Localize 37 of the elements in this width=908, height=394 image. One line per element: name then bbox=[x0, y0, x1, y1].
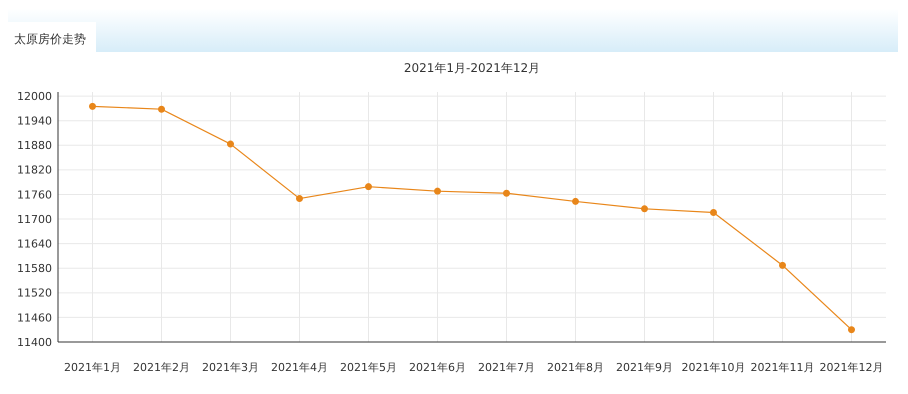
y-tick-label: 11940 bbox=[17, 114, 52, 128]
point bbox=[365, 183, 372, 190]
point bbox=[503, 190, 510, 197]
y-tick-label: 11520 bbox=[17, 286, 52, 300]
x-tick-label: 2021年3月 bbox=[202, 361, 259, 374]
x-tick-label: 2021年7月 bbox=[478, 361, 535, 374]
x-tick-label: 2021年2月 bbox=[133, 361, 190, 374]
x-tick-label: 2021年1月 bbox=[64, 361, 121, 374]
y-tick-label: 11460 bbox=[17, 311, 52, 324]
point bbox=[296, 195, 303, 202]
y-tick-label: 11700 bbox=[17, 212, 52, 226]
y-tick-label: 11580 bbox=[17, 262, 52, 276]
y-tick-label: 11640 bbox=[17, 237, 52, 250]
point bbox=[779, 262, 786, 269]
point bbox=[227, 140, 234, 148]
x-tick-label: 2021年9月 bbox=[616, 361, 673, 374]
chart-subtitle: 2021年1月-2021年12月 bbox=[404, 61, 540, 75]
y-tick-label: 11880 bbox=[17, 139, 52, 152]
chart-title: 太原房价走势 bbox=[14, 32, 86, 46]
y-tick-label: 12000 bbox=[17, 90, 52, 103]
point bbox=[89, 102, 96, 110]
x-tick-label: 2021年6月 bbox=[409, 361, 466, 374]
y-tick-label: 11820 bbox=[17, 164, 52, 177]
y-tick-label: 11400 bbox=[17, 336, 52, 349]
point bbox=[710, 208, 717, 216]
y-tick-label: 11760 bbox=[17, 188, 52, 202]
point bbox=[641, 205, 648, 212]
point bbox=[434, 188, 441, 195]
x-tick-label: 2021年4月 bbox=[271, 361, 328, 374]
x-tick-label: 2021年8月 bbox=[547, 361, 604, 374]
x-tick-label: 2021年5月 bbox=[340, 361, 397, 374]
x-tick-label: 2021年12月 bbox=[820, 361, 884, 374]
x-tick-label: 2021年10月 bbox=[682, 361, 746, 374]
x-tick-label: 2021年11月 bbox=[750, 361, 814, 374]
point bbox=[158, 106, 165, 113]
point bbox=[572, 198, 579, 205]
point bbox=[848, 326, 855, 334]
